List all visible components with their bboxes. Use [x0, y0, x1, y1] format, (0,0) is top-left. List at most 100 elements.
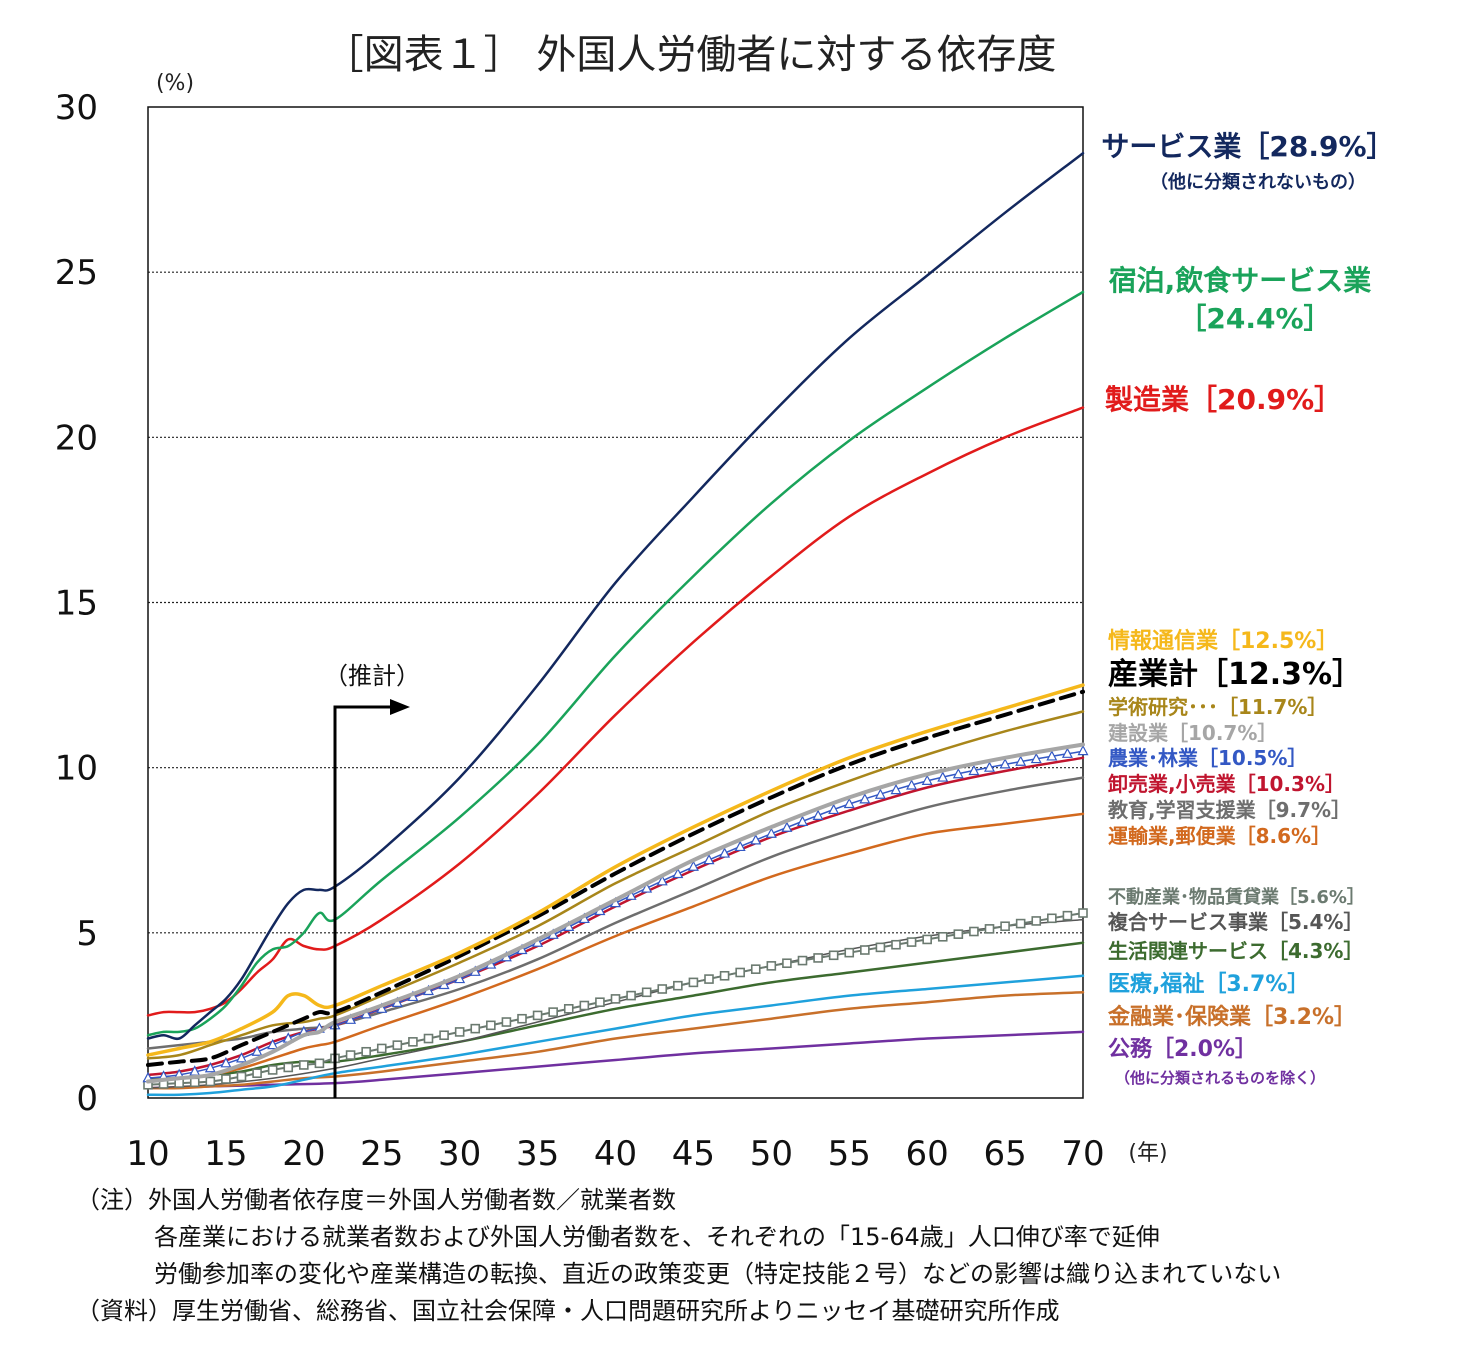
- series-line: [146, 151, 1085, 1041]
- data-point: [408, 1037, 418, 1047]
- x-tick-label: 25: [360, 1134, 403, 1174]
- y-tick-label: 30: [55, 88, 98, 128]
- estimate-marker: （推計）: [324, 662, 420, 1098]
- series-line: [146, 941, 1085, 1080]
- y-tick-label: 10: [55, 749, 98, 789]
- note-source: （資料）厚生労働省、総務省、国立社会保障・人口問題研究所よりニッセイ基礎研究所作…: [76, 1297, 1060, 1325]
- data-point: [750, 964, 761, 974]
- data-point: [828, 950, 839, 961]
- series-label: 情報通信業［12.5%］: [1108, 628, 1338, 654]
- data-point: [735, 967, 745, 978]
- data-point: [548, 1007, 558, 1017]
- x-tick-label: 55: [828, 1134, 871, 1174]
- data-point: [204, 1061, 216, 1073]
- series-label: 学術研究･･･［11.7%］: [1108, 695, 1327, 719]
- data-point: [968, 764, 980, 776]
- data-point: [470, 1023, 481, 1034]
- series-label: 産業計［12.3%］: [1108, 657, 1362, 692]
- arrow-right-icon: [390, 699, 410, 715]
- series-label: 教育,学習支援業［9.7%］: [1108, 798, 1351, 822]
- data-point: [221, 1074, 231, 1084]
- data-point: [875, 942, 886, 953]
- chart-title: ［図表１］ 外国人労働者に対する依存度: [324, 32, 1057, 78]
- series-line: [146, 812, 1085, 1083]
- footnotes: （注）外国人労働者依存度＝外国人労働者数／就業者数 各産業における就業者数および…: [76, 1182, 1281, 1330]
- data-point: [890, 783, 902, 795]
- data-point: [719, 970, 730, 981]
- series-label: 不動産業･物品賃貸業［5.6%］: [1108, 886, 1365, 908]
- data-point: [454, 1027, 465, 1037]
- y-tick-label: 20: [55, 418, 98, 458]
- data-point: [501, 1017, 512, 1027]
- series-line: [146, 683, 1085, 1057]
- data-point: [1047, 913, 1057, 924]
- series-line: [146, 974, 1085, 1097]
- data-point: [314, 1058, 325, 1069]
- data-point: [703, 853, 715, 865]
- x-tick-label: 15: [204, 1134, 247, 1174]
- data-point: [952, 767, 964, 779]
- data-point: [828, 803, 840, 815]
- series-label: サービス業［28.9%］: [1101, 130, 1394, 163]
- series-line: [146, 710, 1085, 1060]
- series-line: [146, 689, 1085, 1067]
- data-point: [906, 779, 918, 790]
- data-point: [563, 1004, 574, 1014]
- series-label: 卸売業,小売業［10.3%］: [1108, 772, 1345, 796]
- data-point: [937, 931, 948, 942]
- data-point: [734, 840, 746, 852]
- data-point: [797, 955, 808, 966]
- data-point: [345, 1050, 356, 1060]
- data-point: [641, 882, 653, 893]
- data-point: [1046, 750, 1058, 761]
- data-point: [1077, 744, 1089, 756]
- series-labels: サービス業［28.9%］ （他に分類されないもの） 宿泊,飲食サービス業［24.4%…: [1101, 130, 1394, 1087]
- data-point: [937, 771, 949, 782]
- data-point: [283, 1062, 294, 1073]
- data-point: [205, 1076, 216, 1087]
- data-point: [267, 1065, 278, 1075]
- series-label: 建設業［10.7%］: [1108, 721, 1277, 745]
- data-point: [719, 847, 731, 858]
- series-line: [146, 776, 1085, 1050]
- data-point: [595, 997, 605, 1008]
- data-point: [860, 945, 870, 955]
- data-point: [1000, 921, 1010, 932]
- data-point: [922, 934, 932, 945]
- data-point: [439, 1030, 449, 1041]
- x-tick-label: 30: [438, 1134, 481, 1174]
- data-point: [672, 867, 684, 879]
- data-point: [626, 990, 636, 1001]
- data-point: [1015, 755, 1027, 766]
- data-point: [252, 1068, 262, 1079]
- x-tick-label: 70: [1061, 1134, 1104, 1174]
- data-point: [423, 1033, 434, 1044]
- x-tick-label: 60: [906, 1134, 949, 1174]
- data-point: [361, 1046, 371, 1057]
- series-label: 製造業［20.9%］: [1105, 383, 1342, 416]
- series-label: 運輸業,郵便業［8.6%］: [1108, 824, 1331, 848]
- data-point: [844, 947, 855, 958]
- data-point: [891, 939, 901, 950]
- series-label: 宿泊,飲食サービス業［24.4%］: [1109, 264, 1372, 335]
- data-point: [1078, 908, 1088, 918]
- x-tick-label: 10: [126, 1134, 169, 1174]
- x-tick-label: 50: [750, 1134, 793, 1174]
- data-point: [299, 1060, 309, 1070]
- data-point: [999, 758, 1011, 769]
- data-point: [189, 1077, 200, 1088]
- series-label: 金融業･保険業［3.2%］: [1107, 1004, 1356, 1030]
- data-point: [687, 860, 699, 871]
- data-point: [750, 834, 762, 845]
- y-tick-label: 15: [55, 584, 98, 624]
- data-point: [1031, 916, 1042, 926]
- data-point: [782, 958, 792, 969]
- series-label: 公務［2.0%］: [1108, 1036, 1257, 1062]
- data-point: [220, 1057, 232, 1068]
- data-point: [251, 1045, 263, 1056]
- data-point: [1062, 910, 1073, 921]
- series-label: 医療,福祉［3.7%］: [1108, 971, 1309, 997]
- data-point: [859, 793, 871, 804]
- data-point: [657, 984, 668, 994]
- series-label: 農業･林業［10.5%］: [1108, 746, 1307, 770]
